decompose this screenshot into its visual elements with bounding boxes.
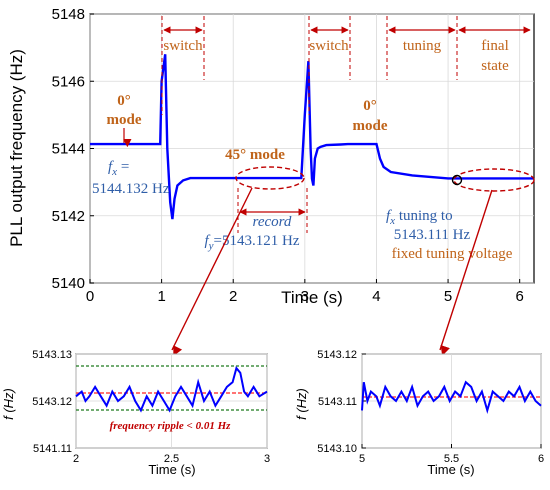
main-x-axis-label: Time (s) bbox=[281, 288, 343, 307]
x-tick-label: 3 bbox=[301, 288, 309, 305]
ripple-note: frequency ripple < 0.01 Hz bbox=[110, 420, 232, 432]
inset-right-x-label: Time (s) bbox=[427, 462, 474, 477]
record-label: record bbox=[253, 214, 292, 230]
y-tick-label: 5142 bbox=[52, 208, 85, 225]
y-tick-label: 5143.10 bbox=[317, 443, 357, 455]
x-tick-label: 2 bbox=[229, 288, 237, 305]
x-tick-label: 5.5 bbox=[444, 453, 459, 465]
fx-tuning-label: fx tuning to bbox=[386, 208, 453, 227]
inset-left-plot: 2 2.5 3 5141.11 5143.12 5143.13 frequency rip… bbox=[1, 349, 270, 477]
main-ticks: 0 1 2 3 4 5 6 5140 5142 5144 5146 5148 bbox=[52, 6, 524, 305]
x-tick-label: 5 bbox=[359, 453, 365, 465]
y-tick-label: 5148 bbox=[52, 6, 85, 23]
y-tick-label: 5143.13 bbox=[32, 349, 72, 361]
connector-arrow-left bbox=[171, 187, 253, 357]
inset-left-x-label: Time (s) bbox=[148, 462, 195, 477]
inset-right-ticks: 5 5.5 6 5143.10 5143.11 5143.12 bbox=[317, 349, 544, 465]
fixed-voltage-label: fixed tuning voltage bbox=[392, 246, 513, 262]
switch-label: switch bbox=[309, 38, 349, 54]
final-state-label: final bbox=[481, 38, 509, 54]
x-tick-label: 0 bbox=[86, 288, 94, 305]
inset-right-series-line bbox=[361, 380, 542, 415]
fx-value: 5144.132 Hz bbox=[92, 181, 170, 197]
mode-0-label: 0° bbox=[363, 98, 377, 114]
mode-0-label: mode bbox=[353, 118, 388, 134]
y-tick-label: 5144 bbox=[52, 141, 85, 158]
x-tick-label: 1 bbox=[157, 288, 165, 305]
final-ellipse bbox=[453, 168, 535, 192]
mode-0-label: mode bbox=[107, 112, 142, 128]
x-tick-label: 4 bbox=[372, 288, 380, 305]
main-y-axis-label: PLL output frequency (Hz) bbox=[7, 49, 26, 247]
final-state-label: state bbox=[481, 58, 509, 74]
fx-tuning-value: 5143.111 Hz bbox=[394, 227, 471, 243]
inset-left-ticks: 2 2.5 3 5141.11 5143.12 5143.13 bbox=[32, 349, 270, 465]
x-tick-label: 6 bbox=[516, 288, 524, 305]
y-tick-label: 5143.11 bbox=[318, 396, 357, 408]
tuning-label: tuning bbox=[403, 38, 442, 54]
inset-right-y-label: f (Hz) bbox=[294, 388, 309, 420]
switch-label: switch bbox=[163, 38, 203, 54]
record-ellipse bbox=[235, 166, 305, 190]
x-tick-label: 5 bbox=[444, 288, 452, 305]
mode-45-label: 45° mode bbox=[225, 147, 285, 163]
x-tick-label: 3 bbox=[264, 453, 270, 465]
inset-left-series-line bbox=[75, 365, 268, 413]
y-tick-label: 5141.11 bbox=[33, 443, 72, 455]
x-tick-label: 2.5 bbox=[164, 453, 179, 465]
inset-left-y-label: f (Hz) bbox=[1, 388, 16, 420]
mode-0-label: 0° bbox=[117, 93, 131, 109]
y-tick-label: 5140 bbox=[52, 275, 85, 292]
connector-arrow-right bbox=[439, 189, 493, 356]
y-tick-label: 5143.12 bbox=[32, 396, 72, 408]
phase-arrows bbox=[123, 26, 531, 216]
x-tick-label: 2 bbox=[73, 453, 79, 465]
main-plot: 0 1 2 3 4 5 6 5140 5142 5144 5146 5148 switch bbox=[7, 6, 535, 307]
phase-boundaries bbox=[161, 16, 458, 233]
y-tick-label: 5143.12 bbox=[317, 349, 357, 361]
frequency-series-line bbox=[90, 54, 534, 220]
inset-right-plot: 5 5.5 6 5143.10 5143.11 5143.12 Time (s) f (H… bbox=[294, 349, 544, 477]
tuning-marker bbox=[451, 174, 463, 186]
fy-label: fy=5143.121 Hz bbox=[204, 233, 299, 252]
y-tick-label: 5146 bbox=[52, 73, 85, 90]
x-tick-label: 6 bbox=[538, 453, 544, 465]
fx-label: fx = bbox=[108, 159, 129, 178]
